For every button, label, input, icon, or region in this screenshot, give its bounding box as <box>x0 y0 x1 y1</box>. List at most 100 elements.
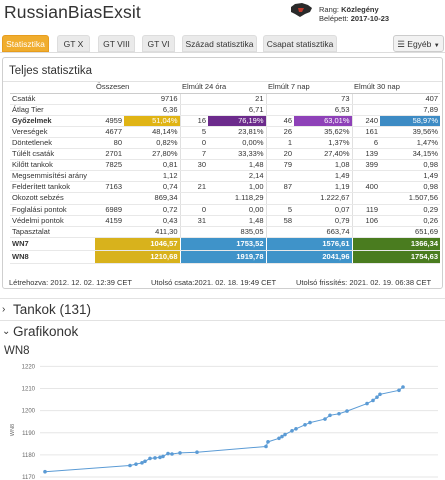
rank-line: Rang: Közlegény <box>319 5 379 14</box>
stat-cell <box>179 170 208 183</box>
stat-cell: 2701 <box>94 148 124 161</box>
tab-gt-vi[interactable]: GT VI <box>142 35 175 52</box>
panel-title: Teljes statisztika <box>9 65 93 77</box>
stat-cell: 23,81% <box>208 126 266 138</box>
wn8-data-point <box>401 385 405 389</box>
tab-csapat-statisztika[interactable]: Csapat statisztika <box>263 35 337 52</box>
stat-cell: 5 <box>265 204 294 216</box>
wn-label: WN8 <box>10 250 94 264</box>
stat-cell: 651,69 <box>380 226 440 238</box>
stat-cell: 6,71 <box>208 104 266 116</box>
stat-cell: 106 <box>351 215 380 227</box>
stat-cell: 34,15% <box>380 148 440 161</box>
y-tick-label: 1190 <box>22 431 36 437</box>
wn8-data-point <box>264 444 268 449</box>
stats-row: Túlélt csaták 2701 27,80% 7 33,33% 20 27,40% 13… <box>10 148 440 161</box>
stat-cell: 0,79 <box>294 215 352 227</box>
stat-cell: 835,05 <box>208 226 266 238</box>
more-dropdown-button[interactable]: ☰ Egyéb ▼ <box>393 35 444 52</box>
stat-cell <box>265 192 294 205</box>
stat-cell: 21 <box>208 93 266 105</box>
stat-cell <box>179 192 208 205</box>
player-info: Rang: Közlegény Belépett: 2017-10-23 <box>288 2 445 30</box>
stat-cell: 1,49 <box>294 170 352 183</box>
row-label: Foglalási pontok <box>10 204 94 216</box>
stat-cell: 411,30 <box>124 226 180 238</box>
stat-cell: 80 <box>94 137 124 150</box>
rank-label: Rang: <box>319 5 340 14</box>
stat-cell: 0,74 <box>124 181 180 194</box>
stat-cell <box>351 104 380 116</box>
wn8-data-point <box>328 413 332 418</box>
stat-cell: 1,00 <box>208 181 266 194</box>
stat-cell: 407 <box>380 93 440 105</box>
stat-cell: 35,62% <box>294 126 352 138</box>
stat-cell: 1,48 <box>208 159 266 172</box>
wn8-data-point <box>161 454 165 459</box>
tab-statisztika[interactable]: Statisztika <box>2 35 49 52</box>
stat-cell: 27,80% <box>124 148 180 161</box>
stat-cell: 51,04% <box>124 115 180 127</box>
stat-cell: 5 <box>179 126 208 138</box>
stat-cell: 0,00% <box>208 137 266 150</box>
panel-divider <box>3 81 442 82</box>
tab-gt-x[interactable]: GT X <box>57 35 90 52</box>
stat-cell: 48,14% <box>124 126 180 138</box>
stat-cell: 1,37% <box>294 137 352 150</box>
stat-cell: 1 <box>265 137 294 150</box>
wn8-data-point <box>280 434 284 439</box>
stat-cell: 4677 <box>94 126 124 138</box>
tab-szazad-statisztika[interactable]: Század statisztika <box>182 35 257 52</box>
wn8-data-point <box>323 417 327 421</box>
stat-cell: 1,08 <box>294 159 352 172</box>
stat-cell: 7,89 <box>380 104 440 116</box>
row-label: Kilőtt tankok <box>10 159 94 172</box>
stat-cell <box>351 192 380 205</box>
stats-body: Csaták 9716 21 73 407 Átlag Tier 6,36 6,71 6,53 7… <box>10 93 440 264</box>
stat-cell: 399 <box>351 159 380 172</box>
stats-row: Csaták 9716 21 73 407 <box>10 93 440 105</box>
tanks-section-toggle[interactable]: › Tankok (131) <box>0 298 445 320</box>
wn8-data-point <box>148 456 152 461</box>
stat-cell <box>265 170 294 183</box>
stat-cell <box>351 93 380 105</box>
stat-cell <box>265 226 294 238</box>
header-7d: Elmúlt 7 nap <box>266 82 352 94</box>
tab-divider <box>0 52 445 53</box>
chevron-down-icon: ▼ <box>433 43 440 49</box>
header-24h: Elmúlt 24 óra <box>180 82 266 94</box>
row-label: Okozott sebzés <box>10 192 94 205</box>
stat-cell: 0,43 <box>124 215 180 227</box>
stat-cell: 0,98 <box>380 159 440 172</box>
wn8-data-point <box>303 423 307 427</box>
stat-cell: 58 <box>265 215 294 227</box>
charts-section-toggle[interactable]: ⌄ Grafikonok <box>0 320 445 342</box>
wn8-data-point <box>294 426 298 431</box>
stats-row: Átlag Tier 6,36 6,71 6,53 7,89 <box>10 104 440 116</box>
wn8-data-point <box>365 401 369 406</box>
stats-row: Foglalási pontok 6989 0,72 0 0,00 5 0,07 119 0,2… <box>10 204 440 216</box>
chart-title: WN8 <box>4 345 30 357</box>
stat-cell: 87 <box>265 181 294 194</box>
wn8-data-point <box>143 459 147 464</box>
wn8-data-point <box>345 409 349 413</box>
stats-row: Védelmi pontok 4159 0,43 31 1,48 58 0,79 106 0,2… <box>10 215 440 227</box>
player-name: RussianBiasExsit <box>4 2 141 22</box>
stat-cell <box>351 170 380 183</box>
wn-row: WN8 1210,68 1919,78 2041,96 1754,63 <box>10 250 440 264</box>
wn-value: 2041,96 <box>265 250 352 264</box>
stats-panel: Teljes statisztika Összesen Elmúlt 24 ór… <box>2 57 443 289</box>
stat-cell: 400 <box>351 181 380 194</box>
more-label: Egyéb <box>407 39 432 49</box>
stat-cell: 6,53 <box>294 104 352 116</box>
stat-cell: 0,07 <box>294 204 352 216</box>
wn8-data-point <box>308 420 312 425</box>
stat-cell: 0,98 <box>380 181 440 194</box>
wn8-data-point <box>283 432 287 437</box>
wn8-series-line <box>44 386 404 473</box>
wn-value: 1753,52 <box>179 237 266 251</box>
wn-value: 1210,68 <box>93 250 180 264</box>
tab-gt-viii[interactable]: GT VIII <box>98 35 135 52</box>
stat-cell: 7 <box>179 148 208 161</box>
stats-row: Döntetlenek 80 0,82% 0 0,00% 1 1,37% 6 1,47% <box>10 137 440 150</box>
